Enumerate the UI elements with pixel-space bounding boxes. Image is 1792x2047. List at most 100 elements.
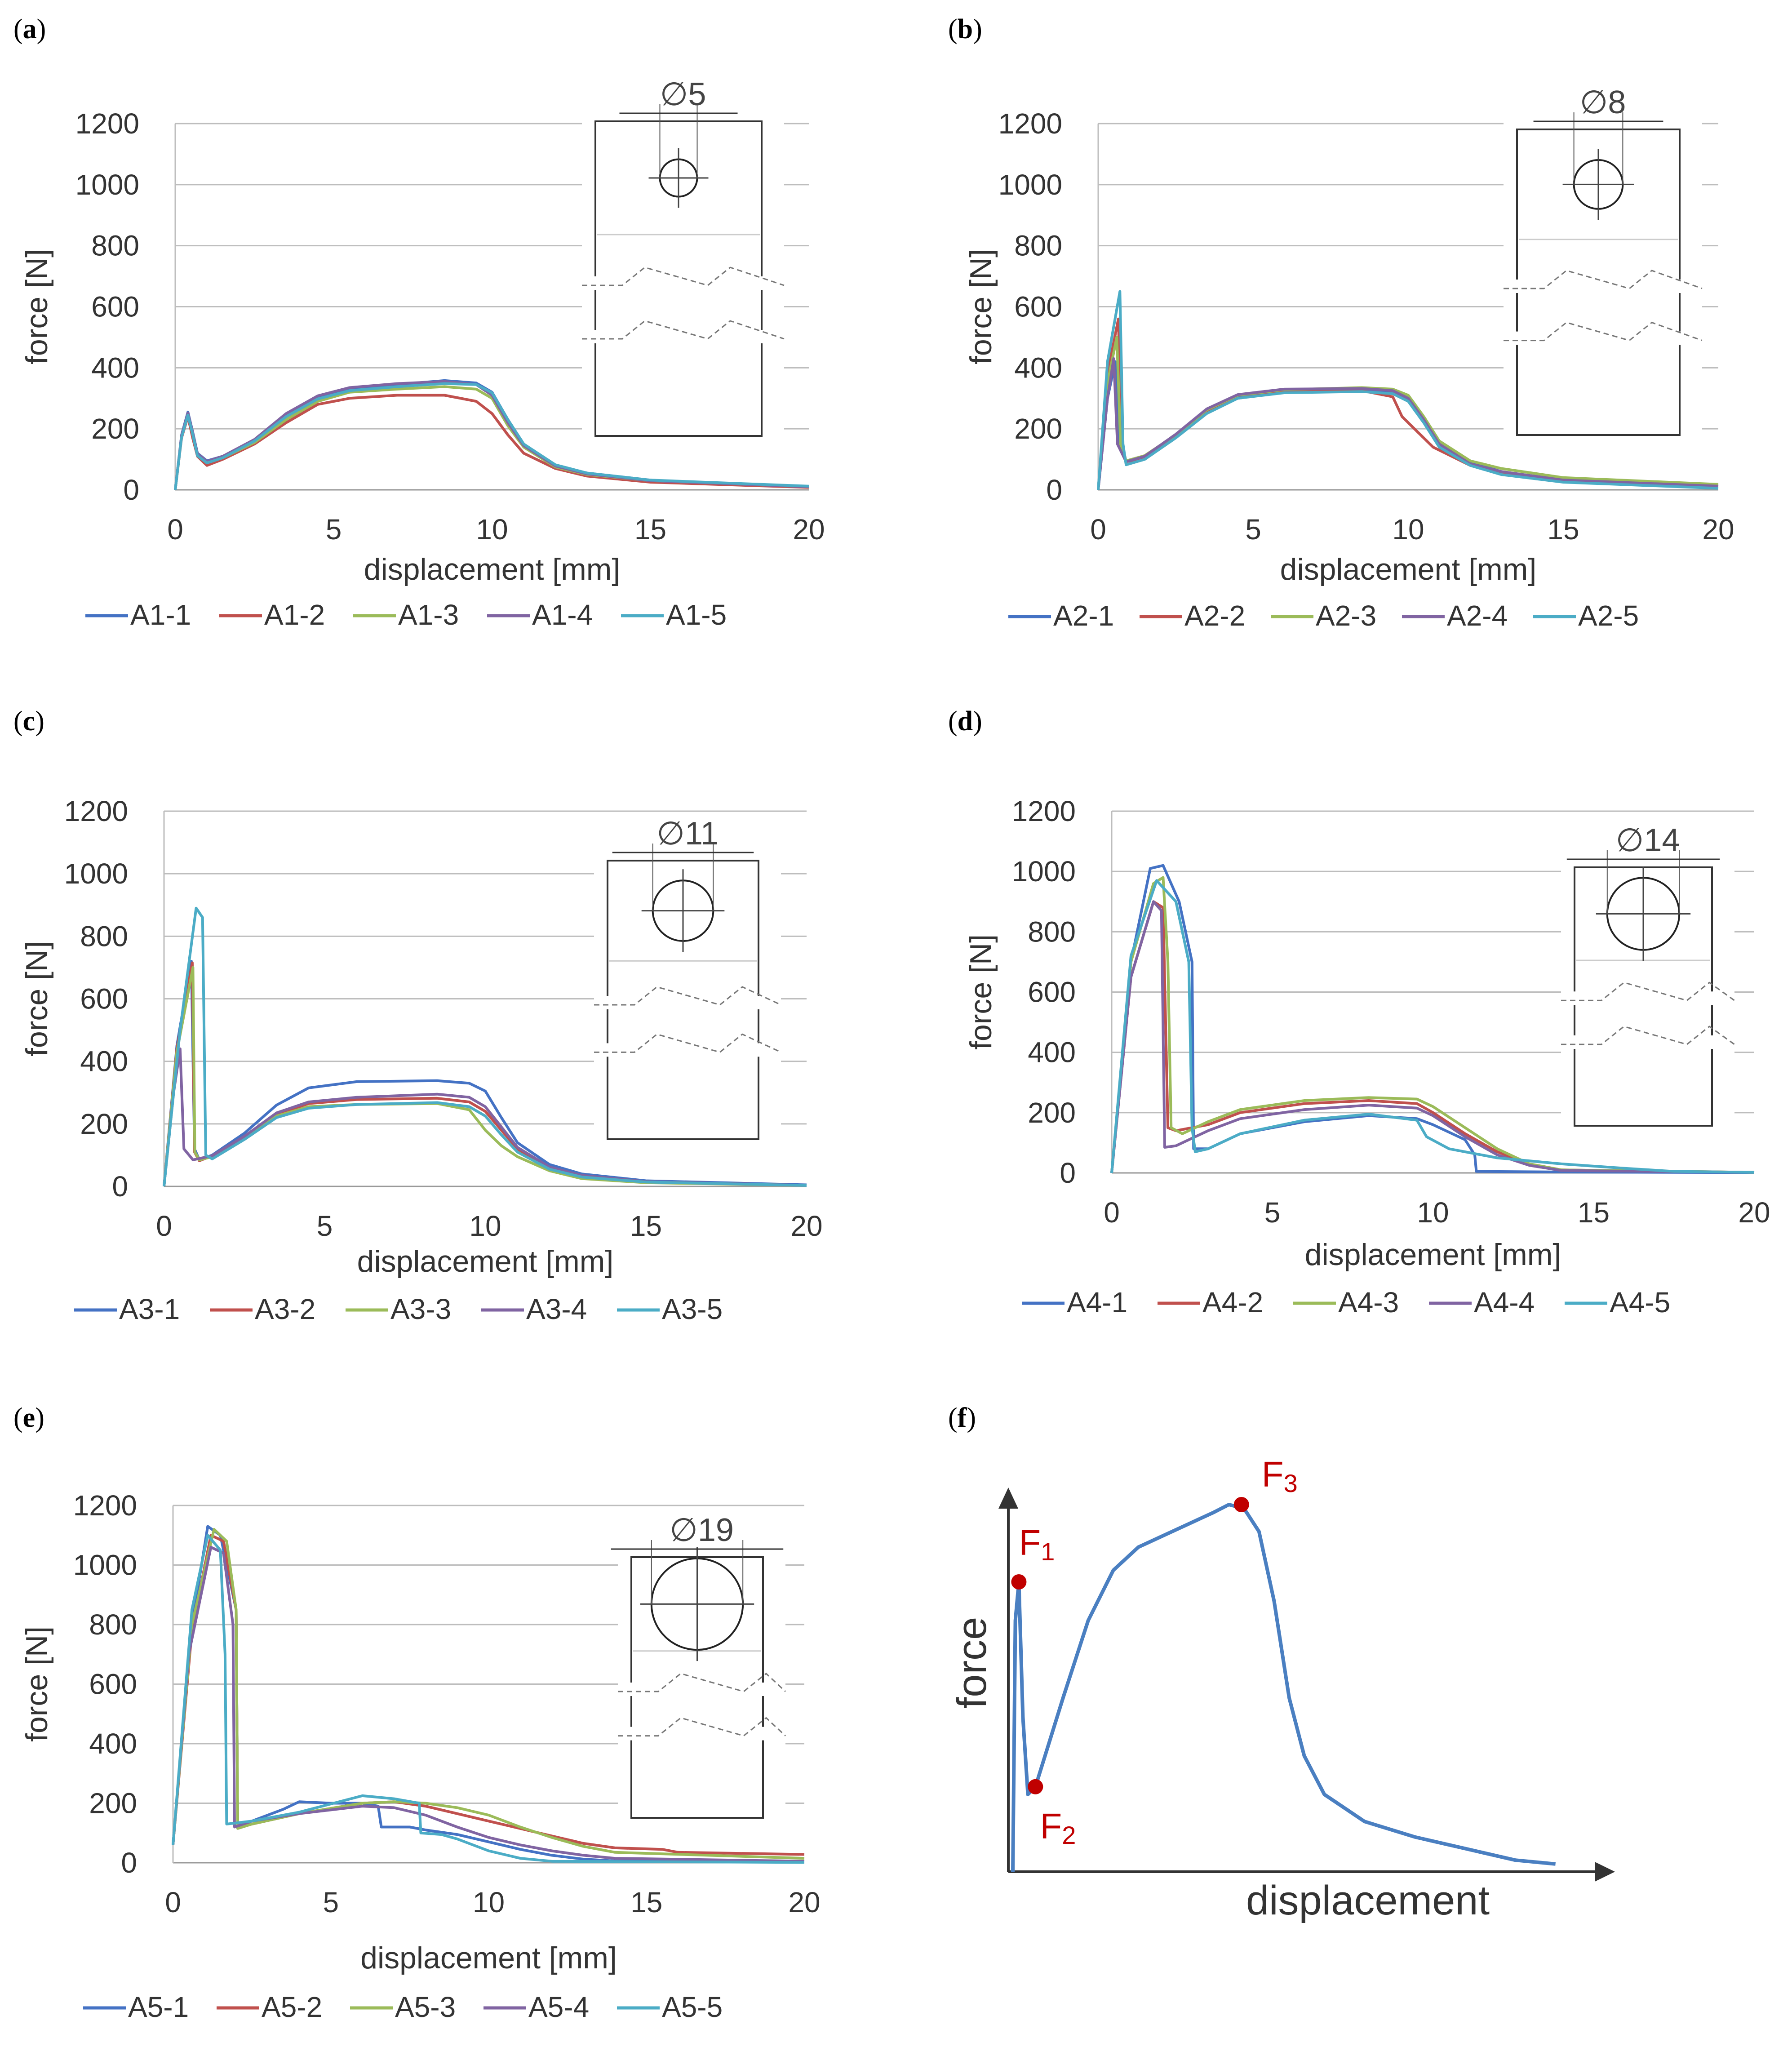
y-tick-label-600: 600: [1028, 976, 1076, 1008]
panel-letter-d: (d): [948, 706, 982, 737]
y-tick-label-1000: 1000: [1012, 855, 1076, 888]
y-tick-label-1000: 1000: [73, 1549, 137, 1581]
specimen-inset: ∅14: [1561, 822, 1735, 1135]
inset-diameter-label: ∅5: [660, 76, 706, 112]
marker-F3: [1233, 1497, 1249, 1512]
x-tick-label-15: 15: [1578, 1196, 1610, 1229]
x-tick-label-5: 5: [323, 1886, 339, 1918]
legend-label-A1-4: A1-4: [532, 599, 593, 631]
y-tick-label-0: 0: [112, 1170, 128, 1203]
marker-label-F2: F2: [1040, 1806, 1076, 1849]
x-tick-label-15: 15: [1547, 513, 1579, 546]
x-tick-label-20: 20: [793, 513, 825, 546]
x-tick-label-0: 0: [156, 1210, 172, 1242]
y-tick-label-400: 400: [80, 1045, 128, 1078]
legend-label-A4-1: A4-1: [1067, 1286, 1127, 1319]
legend-label-A2-1: A2-1: [1053, 599, 1114, 632]
legend: A2-1 A2-2 A2-3 A2-4 A2-5: [1008, 599, 1639, 632]
x-tick-label-0: 0: [1104, 1196, 1120, 1229]
panel-b: (b) 0 200 400 600 800 1000 1200 0 5 10 15 20 displac…: [896, 0, 1792, 688]
x-tick-label-10: 10: [473, 1886, 505, 1918]
inset-background: [1504, 111, 1702, 444]
legend-label-A5-2: A5-2: [262, 1991, 322, 2023]
legend: A1-1 A1-2 A1-3 A1-4 A1-5: [85, 599, 727, 631]
y-tick-label-800: 800: [91, 230, 139, 262]
x-tick-label-15: 15: [634, 513, 666, 546]
y-tick-label-200: 200: [89, 1787, 137, 1820]
y-tick-label-800: 800: [80, 920, 128, 952]
inset-background: [582, 103, 784, 445]
x-axis-label: displacement [mm]: [364, 552, 621, 586]
inset-break-gap-2: [599, 1043, 776, 1057]
y-tick-label-200: 200: [80, 1108, 128, 1140]
chart-b: 0 200 400 600 800 1000 1200 0 5 10 15 20 displacemen…: [964, 84, 1734, 632]
series-line-A3-4: [163, 1047, 807, 1187]
x-axis-label: displacement [mm]: [1280, 552, 1537, 586]
inset-break-line-2: [582, 320, 785, 340]
x-axis-label: displacement [mm]: [360, 1941, 617, 1975]
series-line-A5-2: [172, 1534, 805, 1856]
y-tick-label-600: 600: [89, 1668, 137, 1701]
x-axis-arrow: [1595, 1862, 1615, 1882]
y-tick-label-200: 200: [1014, 413, 1062, 445]
specimen-inset: ∅5: [582, 76, 785, 445]
x-axis-label: displacement: [1246, 1878, 1490, 1923]
chart-f: displacement force F1 F2 F3: [949, 1454, 1615, 1923]
inset-break-gap-1: [599, 996, 776, 1009]
y-tick-label-200: 200: [91, 413, 139, 445]
x-tick-label-10: 10: [476, 513, 508, 546]
panel-letter-b: (b): [948, 14, 982, 44]
y-axis-label: force: [949, 1617, 995, 1709]
x-tick-label-20: 20: [788, 1886, 820, 1918]
inset-break-line-1: [618, 1673, 786, 1692]
x-tick-label-5: 5: [1245, 513, 1261, 546]
inset-break-line-2: [1504, 321, 1703, 342]
legend-label-A5-5: A5-5: [662, 1991, 723, 2023]
inset-break-gap-2: [1566, 1035, 1730, 1049]
legend-label-A4-5: A4-5: [1610, 1286, 1670, 1319]
x-tick-label-15: 15: [630, 1886, 662, 1918]
inset-break-gap-2: [622, 1727, 781, 1741]
y-tick-label-200: 200: [1028, 1097, 1076, 1129]
inset-break-gap-1: [1508, 280, 1698, 293]
series-line-A3-5: [163, 906, 807, 1187]
x-tick-label-5: 5: [1264, 1196, 1281, 1229]
panel-d: (d) 0 200 400 600 800 1000 1200 0 5 10 15 20 displac…: [896, 688, 1792, 1380]
inset-diameter-label: ∅8: [1580, 84, 1626, 120]
inset-break-gap-1: [622, 1683, 781, 1696]
x-tick-label-15: 15: [630, 1210, 662, 1242]
legend-label-A3-2: A3-2: [255, 1293, 315, 1325]
legend: A5-1 A5-2 A5-3 A5-4 A5-5: [83, 1991, 723, 2023]
chart-e: 0 200 400 600 800 1000 1200 0 5 10 15 20 displacemen…: [20, 1489, 821, 2023]
y-tick-label-1000: 1000: [998, 169, 1062, 201]
y-tick-label-600: 600: [80, 983, 128, 1015]
inset-break-line-1: [582, 266, 785, 286]
legend-label-A4-2: A4-2: [1202, 1286, 1263, 1319]
y-tick-label-0: 0: [121, 1847, 137, 1879]
y-tick-label-600: 600: [1014, 291, 1062, 323]
inset-break-line-2: [618, 1717, 786, 1737]
marker-F2: [1028, 1779, 1043, 1794]
marker-F1: [1011, 1574, 1027, 1590]
y-tick-label-1200: 1200: [75, 107, 139, 140]
y-axis-label: force [N]: [20, 249, 54, 364]
legend-label-A2-3: A2-3: [1316, 599, 1376, 632]
panel-e: (e) 0 200 400 600 800 1000 1200 0 5 10 15 20 displac…: [0, 1380, 896, 2047]
inset-diameter-label: ∅11: [656, 816, 718, 852]
x-tick-label-0: 0: [165, 1886, 181, 1918]
legend-label-A2-2: A2-2: [1184, 599, 1245, 632]
legend-label-A1-1: A1-1: [130, 599, 191, 631]
y-tick-label-0: 0: [1046, 474, 1062, 506]
legend-label-A3-1: A3-1: [119, 1293, 180, 1325]
y-axis-label: force [N]: [20, 1626, 54, 1742]
y-tick-label-0: 0: [123, 474, 139, 506]
y-tick-label-0: 0: [1060, 1157, 1076, 1189]
series-line-A2-5: [1097, 290, 1719, 490]
chart-a: 0 200 400 600 800 1000 1200 0 5 10 15 20 displacemen…: [20, 76, 825, 631]
y-tick-label-800: 800: [1028, 915, 1076, 948]
y-axis-label: force [N]: [20, 941, 54, 1057]
x-tick-label-5: 5: [317, 1210, 333, 1242]
panel-a: (a) 0 200 400 600 800 1000 1200 0 5 10 15 20 displac…: [0, 0, 896, 688]
legend-label-A1-2: A1-2: [264, 599, 325, 631]
legend-label-A5-4: A5-4: [528, 1991, 589, 2023]
